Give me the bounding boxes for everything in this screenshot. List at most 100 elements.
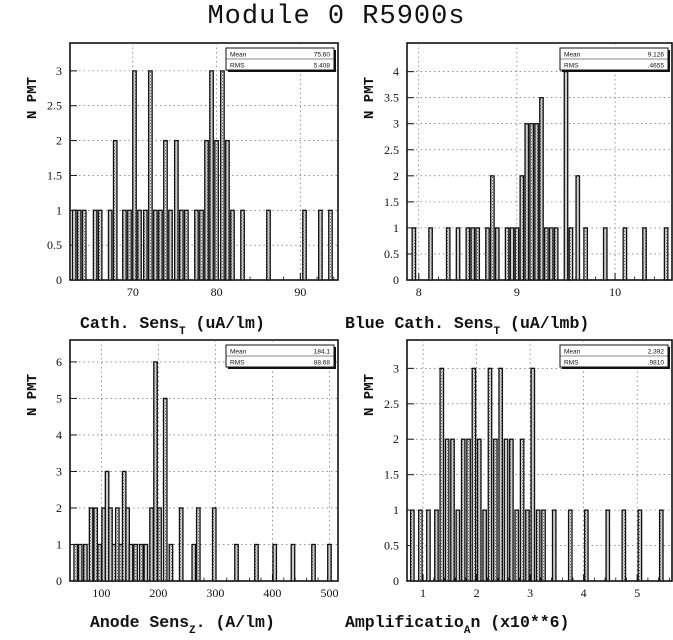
histogram-bar <box>553 227 559 281</box>
histogram-bar <box>548 227 554 281</box>
histogram-bar <box>455 509 461 582</box>
stats-mean-value: 75.60 <box>314 52 331 59</box>
stats-rms-value: .9810 <box>648 360 665 367</box>
y-tick-label: 0 <box>393 273 399 287</box>
y-axis-label: N PMT <box>362 374 378 416</box>
histogram-bar <box>637 509 643 582</box>
y-tick-label: 1 <box>393 221 399 235</box>
y-tick-label: 2.5 <box>384 397 399 411</box>
x-axis-label-subscript: Z <box>189 625 196 637</box>
histogram-bar <box>240 209 245 281</box>
histogram-bar <box>567 509 573 582</box>
histogram-bar <box>519 175 525 281</box>
histogram-bar <box>583 227 589 281</box>
histogram-bar <box>107 209 113 281</box>
stats-rms-label: RMS <box>564 63 579 70</box>
histogram-bar <box>209 70 214 281</box>
histogram-bar <box>509 438 514 582</box>
x-tick-label: 200 <box>149 586 167 600</box>
histogram-bar <box>220 70 225 281</box>
histogram-bar <box>409 509 415 582</box>
y-tick-label: 2.5 <box>384 143 399 157</box>
x-axis-label: Anode SensZ. (A/lm) <box>90 613 275 637</box>
histogram-bar <box>266 209 271 281</box>
histogram-bar <box>311 543 316 582</box>
histogram-bar <box>143 543 149 582</box>
histogram-bar <box>475 227 481 281</box>
y-tick-label: 2 <box>56 134 62 148</box>
histogram-bar <box>178 507 184 582</box>
x-axis-label-subscript: T <box>179 326 186 338</box>
histogram-bar <box>81 209 87 281</box>
histogram-bar <box>178 209 184 281</box>
page-title: Module 0 R5900s <box>207 2 466 32</box>
stats-rms-label: RMS <box>230 63 245 70</box>
x-tick-label: 9 <box>514 285 520 299</box>
y-tick-label: 0.5 <box>384 539 399 553</box>
y-tick-label: 3 <box>393 361 399 375</box>
histogram-bar <box>563 70 569 281</box>
y-tick-label: 3 <box>56 64 62 78</box>
panel-blue-cath-sens: 0 0.5 1 1.5 2 2.5 3 3.5 4 8 9 10 Mean 9.126 RMS .4655 N … <box>345 42 673 338</box>
histogram-bar <box>445 227 451 281</box>
histogram-bar <box>83 543 88 582</box>
histogram-bar <box>138 543 144 582</box>
histogram-bar <box>444 438 450 582</box>
stats-mean-value: 184.1 <box>314 349 331 356</box>
histogram-bar <box>128 543 134 582</box>
histogram-bar <box>71 209 77 281</box>
y-tick-label: 4 <box>56 428 62 442</box>
histogram-bar <box>191 543 197 582</box>
x-axis-label-suffix: n (x10**6) <box>470 613 569 632</box>
histogram-bar <box>551 509 557 582</box>
histogram-bar <box>153 209 158 281</box>
x-axis-label-main: Blue Cath. Sens <box>345 314 494 333</box>
y-tick-label: 3 <box>56 464 62 478</box>
histogram-bar <box>168 543 174 582</box>
y-tick-label: 3.5 <box>384 91 399 105</box>
histogram-bar <box>541 509 546 582</box>
y-tick-label: 1.5 <box>47 168 62 182</box>
x-axis-label: AmplificatioAn (x10**6) <box>345 613 569 637</box>
x-tick-label: 5 <box>634 586 640 600</box>
histogram-bar <box>168 209 173 281</box>
y-axis-label: N PMT <box>362 77 378 119</box>
histogram-bar <box>137 209 142 281</box>
panel-anode-sens: 0 1 2 3 4 5 6 100 200 300 400 500 Mean 184.1 RMS 88.68 N… <box>25 339 339 637</box>
histogram-bar <box>529 123 535 281</box>
y-tick-label: 2 <box>393 169 399 183</box>
y-tick-label: 0 <box>56 574 62 588</box>
stats-rms-value: 88.68 <box>314 360 331 367</box>
x-axis-label-suffix: (uA/lmb) <box>500 314 589 333</box>
histogram-bar <box>621 509 627 582</box>
x-axis-label-main: Anode Sens <box>90 613 189 632</box>
histogram-bar <box>498 367 504 582</box>
y-tick-label: 0.5 <box>47 238 62 252</box>
x-tick-label: 10 <box>609 285 621 299</box>
stats-mean-value: 2.392 <box>648 349 665 356</box>
histogram-bar <box>204 139 209 281</box>
histogram-bar <box>428 227 433 281</box>
histogram-bar <box>418 509 423 582</box>
y-tick-label: 1.5 <box>384 468 399 482</box>
y-tick-label: 0 <box>56 273 62 287</box>
histogram-bar <box>539 97 544 281</box>
histogram-bar <box>230 209 235 281</box>
histogram-bar <box>194 209 199 281</box>
histogram-bar <box>327 543 332 582</box>
histogram-bar <box>184 209 189 281</box>
x-axis-label-main: Cath. Sens <box>80 314 179 333</box>
histogram-bar <box>439 367 445 582</box>
y-tick-label: 5 <box>56 391 62 405</box>
x-axis-label-suffix: . (A/lm) <box>196 613 275 632</box>
histogram-bar <box>492 438 498 582</box>
histogram-bar <box>494 227 500 281</box>
histogram-bar <box>503 438 509 582</box>
histogram-bar <box>411 227 417 281</box>
histogram-bar <box>455 227 461 281</box>
histogram-bar <box>524 123 530 281</box>
histogram-bar <box>328 209 333 281</box>
histogram-bar <box>199 209 204 281</box>
y-tick-label: 1 <box>56 203 62 217</box>
stats-rms-value: .4655 <box>648 63 665 70</box>
